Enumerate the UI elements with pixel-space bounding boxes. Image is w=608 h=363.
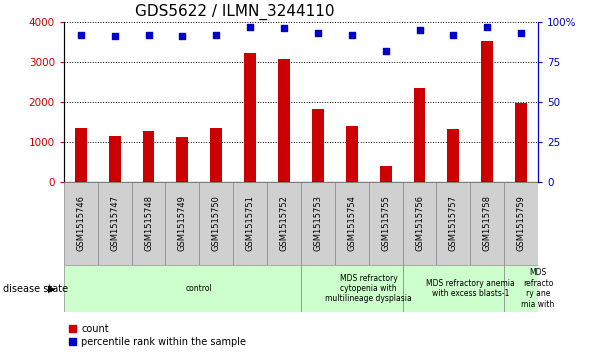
Bar: [75, 128, 87, 182]
Bar: [504, 265, 538, 312]
Text: MDS
refracto
ry ane
mia with: MDS refracto ry ane mia with: [522, 269, 554, 309]
Point: [381, 48, 390, 53]
Text: GSM1515747: GSM1515747: [110, 195, 119, 251]
Text: GSM1515759: GSM1515759: [517, 195, 526, 251]
Bar: [413, 88, 426, 182]
Bar: [143, 131, 154, 182]
Bar: [131, 182, 165, 265]
Point: [449, 32, 458, 37]
Text: GSM1515753: GSM1515753: [313, 195, 322, 251]
Bar: [109, 135, 120, 182]
Bar: [437, 182, 471, 265]
Bar: [335, 182, 368, 265]
Bar: [482, 41, 493, 182]
Text: GSM1515751: GSM1515751: [246, 195, 255, 251]
Bar: [471, 182, 504, 265]
Point: [178, 33, 187, 39]
Text: GSM1515750: GSM1515750: [212, 195, 221, 251]
Bar: [64, 265, 301, 312]
Bar: [346, 126, 358, 182]
Bar: [312, 109, 324, 182]
Bar: [301, 265, 402, 312]
Point: [347, 32, 357, 37]
Bar: [267, 182, 301, 265]
Text: GSM1515754: GSM1515754: [347, 195, 356, 251]
Point: [482, 24, 492, 29]
Text: GSM1515749: GSM1515749: [178, 195, 187, 251]
Bar: [210, 128, 222, 182]
Point: [516, 30, 526, 36]
Point: [143, 32, 153, 37]
Bar: [368, 182, 402, 265]
Text: disease state: disease state: [3, 284, 68, 294]
Point: [245, 24, 255, 29]
Bar: [447, 129, 459, 182]
Point: [279, 25, 289, 31]
Bar: [504, 182, 538, 265]
Text: GSM1515757: GSM1515757: [449, 195, 458, 251]
Text: GSM1515746: GSM1515746: [76, 195, 85, 251]
Bar: [380, 166, 392, 182]
Text: control: control: [186, 284, 213, 293]
Text: GDS5622 / ILMN_3244110: GDS5622 / ILMN_3244110: [135, 4, 334, 20]
Bar: [402, 182, 437, 265]
Point: [212, 32, 221, 37]
Text: GSM1515752: GSM1515752: [280, 195, 289, 251]
Point: [313, 30, 323, 36]
Bar: [165, 182, 199, 265]
Bar: [301, 182, 335, 265]
Bar: [402, 265, 504, 312]
Bar: [98, 182, 131, 265]
Text: GSM1515748: GSM1515748: [144, 195, 153, 251]
Text: MDS refractory anemia
with excess blasts-1: MDS refractory anemia with excess blasts…: [426, 279, 515, 298]
Text: ▶: ▶: [49, 284, 56, 294]
Bar: [233, 182, 267, 265]
Bar: [199, 182, 233, 265]
Bar: [64, 182, 98, 265]
Bar: [278, 59, 290, 182]
Legend: count, percentile rank within the sample: count, percentile rank within the sample: [69, 324, 246, 347]
Point: [110, 33, 120, 39]
Point: [415, 27, 424, 33]
Bar: [244, 53, 256, 181]
Text: GSM1515755: GSM1515755: [381, 195, 390, 251]
Point: [76, 32, 86, 37]
Text: GSM1515758: GSM1515758: [483, 195, 492, 251]
Bar: [176, 137, 188, 182]
Text: GSM1515756: GSM1515756: [415, 195, 424, 251]
Bar: [515, 103, 527, 182]
Text: MDS refractory
cytopenia with
multilineage dysplasia: MDS refractory cytopenia with multilinea…: [325, 274, 412, 303]
